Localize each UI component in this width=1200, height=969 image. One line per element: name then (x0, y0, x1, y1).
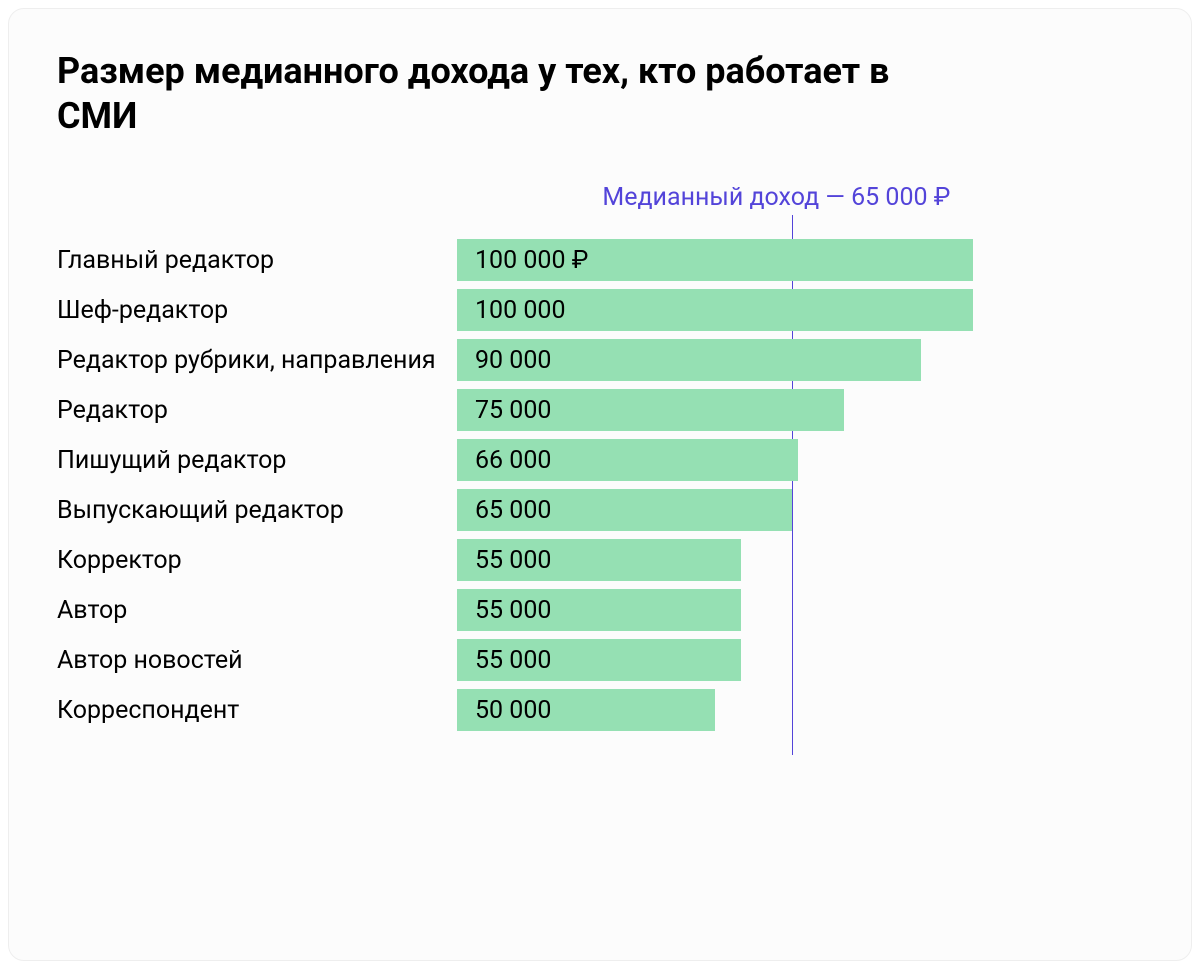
bar-value-label: 55 000 (475, 596, 551, 625)
bar-category-label: Пишущий редактор (57, 446, 457, 475)
bar: 65 000 (457, 489, 792, 531)
bar-track: 66 000 (457, 439, 1143, 481)
bar-row: Автор новостей 55 000 (57, 635, 1143, 685)
bar-category-label: Автор новостей (57, 646, 457, 675)
bar-value-label: 75 000 (475, 396, 551, 425)
bar-row: Автор 55 000 (57, 585, 1143, 635)
bar-track: 90 000 (457, 339, 1143, 381)
bar-track: 100 000 ₽ (457, 239, 1143, 281)
bar-category-label: Главный редактор (57, 246, 457, 275)
bar-value-label: 100 000 (475, 296, 566, 325)
bar-category-label: Шеф-редактор (57, 296, 457, 325)
chart-title: Размер медианного дохода у тех, кто рабо… (57, 49, 957, 139)
bar-row: Шеф-редактор 100 000 (57, 285, 1143, 335)
bar-category-label: Выпускающий редактор (57, 496, 457, 525)
bar-row: Выпускающий редактор 65 000 (57, 485, 1143, 535)
bar-row: Редактор рубрики, направления 90 000 (57, 335, 1143, 385)
bar-value-label: 65 000 (475, 496, 551, 525)
bar-value-label: 66 000 (475, 446, 551, 475)
bar-value-label: 50 000 (475, 696, 551, 725)
chart-card: Размер медианного дохода у тех, кто рабо… (8, 8, 1192, 961)
bar-category-label: Редактор рубрики, направления (57, 346, 457, 375)
bar-track: 75 000 (457, 389, 1143, 431)
bar: 90 000 (457, 339, 921, 381)
bar: 50 000 (457, 689, 715, 731)
bar-value-label: 55 000 (475, 646, 551, 675)
bar: 100 000 (457, 289, 973, 331)
bar-category-label: Корректор (57, 546, 457, 575)
bar-track: 55 000 (457, 639, 1143, 681)
bar: 75 000 (457, 389, 844, 431)
bar: 55 000 (457, 539, 741, 581)
bar-track: 65 000 (457, 489, 1143, 531)
bar-row: Корректор 55 000 (57, 535, 1143, 585)
bar-track: 50 000 (457, 689, 1143, 731)
bar-value-label: 90 000 (475, 346, 551, 375)
bar-rows: Главный редактор 100 000 ₽ Шеф-редактор 100… (57, 183, 1143, 735)
bar-row: Главный редактор 100 000 ₽ (57, 235, 1143, 285)
chart-area: Медианный доход — 65 000 ₽ Главный редак… (57, 183, 1143, 735)
bar-track: 100 000 (457, 289, 1143, 331)
bar-row: Корреспондент 50 000 (57, 685, 1143, 735)
bar-value-label: 55 000 (475, 546, 551, 575)
bar-track: 55 000 (457, 589, 1143, 631)
bar-category-label: Корреспондент (57, 696, 457, 725)
bar-row: Редактор 75 000 (57, 385, 1143, 435)
bar: 55 000 (457, 589, 741, 631)
bar-row: Пишущий редактор 66 000 (57, 435, 1143, 485)
bar-category-label: Автор (57, 596, 457, 625)
bar-value-label: 100 000 ₽ (475, 246, 588, 275)
bar-category-label: Редактор (57, 396, 457, 425)
bar: 55 000 (457, 639, 741, 681)
bar: 100 000 ₽ (457, 239, 973, 281)
bar: 66 000 (457, 439, 798, 481)
bar-track: 55 000 (457, 539, 1143, 581)
